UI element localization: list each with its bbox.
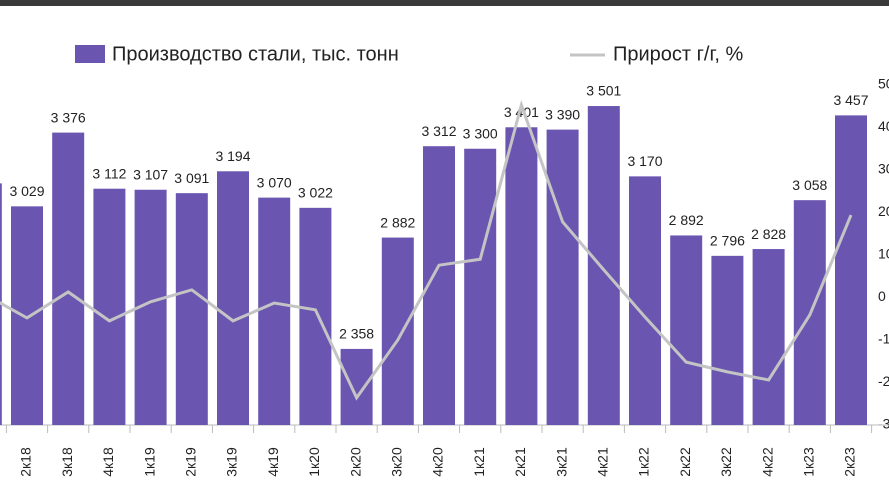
- x-tick-label: 3к22: [718, 447, 734, 477]
- data-label: 2 358: [339, 326, 374, 342]
- x-tick-label: 3к20: [389, 447, 405, 477]
- bar: [11, 206, 43, 425]
- data-label: 3 107: [133, 166, 168, 182]
- x-tick-label: 1к22: [636, 447, 652, 477]
- y2-tick-label: 10: [878, 246, 889, 262]
- y2-tick-label: 50: [878, 76, 889, 92]
- bar: [217, 171, 249, 425]
- bar: [835, 115, 867, 425]
- bar: [505, 127, 538, 425]
- bar: [546, 129, 579, 425]
- y2-tick-label: 30: [878, 161, 889, 177]
- bar: [52, 132, 85, 425]
- bar: [299, 207, 332, 425]
- data-label: 3 070: [257, 174, 292, 190]
- legend-swatch-bar: [75, 45, 105, 63]
- x-tick-label: 4к20: [430, 447, 446, 477]
- y2-tick-label: 0: [878, 288, 886, 304]
- y2-tick-label: 40: [878, 118, 889, 134]
- bar: [464, 148, 497, 425]
- data-label: 3 312: [421, 123, 456, 139]
- data-label: 3 390: [545, 106, 580, 122]
- bar: [93, 188, 126, 425]
- data-label: 3 029: [9, 183, 44, 199]
- x-tick-label: 1к23: [801, 447, 817, 477]
- data-label: 3 091: [174, 170, 209, 186]
- bar: [670, 235, 703, 425]
- legend-label: Прирост г/г, %: [613, 43, 743, 65]
- x-tick-label: 3к18: [59, 447, 75, 477]
- data-label: 3 170: [627, 153, 662, 169]
- bar: [711, 255, 744, 425]
- x-tick-label: 1к21: [471, 447, 487, 477]
- data-label: 2 882: [380, 214, 415, 230]
- data-label: 3 376: [51, 109, 86, 125]
- x-tick-label: 4к22: [759, 447, 775, 477]
- data-label: 2 828: [751, 226, 786, 242]
- x-tick-label: 2к18: [18, 447, 34, 477]
- x-tick-label: 2к23: [842, 447, 858, 477]
- y2-tick-label: -20: [878, 373, 889, 389]
- bar: [587, 106, 620, 425]
- data-label: 2 796: [710, 233, 745, 249]
- x-tick-label: 4к18: [100, 447, 116, 477]
- x-tick-label: 2к22: [677, 447, 693, 477]
- x-tick-label: 2к19: [183, 447, 199, 477]
- y2-tick-label: 20: [878, 203, 889, 219]
- line: [0, 99, 853, 401]
- x-tick-label: 2к20: [347, 447, 363, 477]
- data-label: 3 501: [586, 83, 621, 99]
- x-tick-label: 4к19: [265, 447, 281, 477]
- bar: [752, 249, 785, 425]
- y2-tick-label: -30: [878, 416, 889, 432]
- legend-label: Производство стали, тыс. тонн: [112, 43, 399, 65]
- bar: [258, 197, 291, 425]
- x-tick-label: 3к19: [224, 447, 240, 477]
- data-label: 3 300: [463, 125, 498, 141]
- x-tick-label: 1к19: [141, 447, 157, 477]
- bar: [381, 237, 414, 425]
- data-label: 3 457: [833, 92, 868, 108]
- bar: [629, 176, 661, 425]
- y2-tick-label: -10: [878, 331, 889, 347]
- bar: [175, 193, 208, 425]
- x-tick-label: 2к21: [512, 447, 528, 477]
- data-label: 3 058: [792, 177, 827, 193]
- x-tick-label: 1к20: [306, 447, 322, 477]
- data-label: 3 022: [298, 185, 333, 201]
- x-tick-label: 4к21: [595, 447, 611, 477]
- data-label: 3 112: [92, 165, 126, 181]
- data-label: 3 194: [215, 148, 250, 164]
- top-band: [0, 0, 889, 6]
- data-label: 2 892: [669, 212, 704, 228]
- bar: [340, 348, 373, 425]
- data-label: 3 401: [504, 104, 539, 120]
- x-tick-label: 3к21: [553, 447, 569, 477]
